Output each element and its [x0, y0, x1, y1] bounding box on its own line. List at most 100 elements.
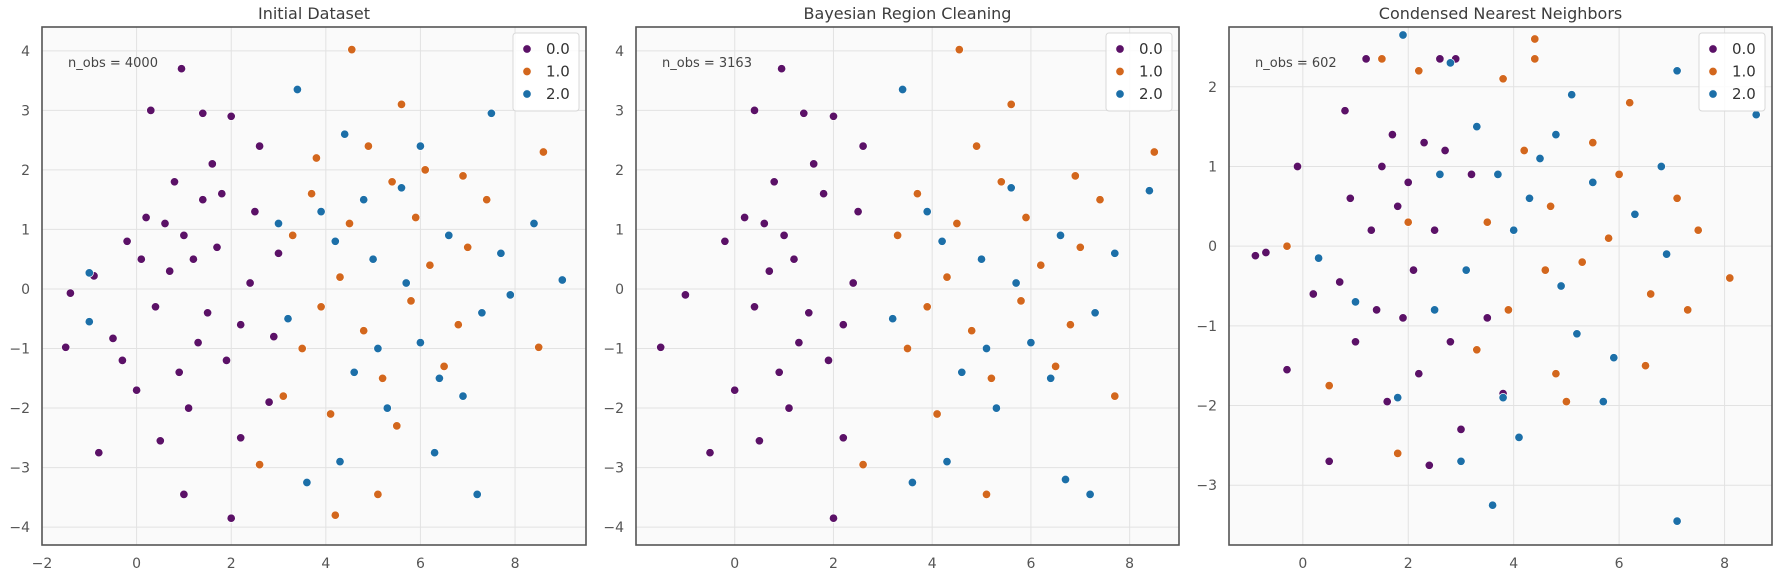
legend-marker — [1708, 44, 1718, 54]
x-tick-label: 4 — [928, 556, 937, 572]
data-point-2.0 — [1509, 225, 1519, 235]
data-point-1.0 — [1588, 138, 1598, 148]
data-point-1.0 — [307, 189, 317, 199]
data-point-0.0 — [828, 111, 839, 121]
data-point-0.0 — [828, 513, 839, 523]
data-point-1.0 — [1561, 397, 1571, 407]
legend-label: 2.0 — [1139, 85, 1163, 103]
data-point-0.0 — [1340, 106, 1350, 116]
x-tick-label: −2 — [32, 556, 53, 572]
data-point-1.0 — [1036, 260, 1046, 270]
data-point-1.0 — [893, 230, 903, 240]
data-point-0.0 — [141, 212, 151, 223]
data-point-0.0 — [122, 236, 132, 246]
y-tick-label: 4 — [21, 44, 30, 60]
legend-marker — [1115, 44, 1125, 54]
data-point-0.0 — [1445, 337, 1455, 347]
data-point-0.0 — [809, 159, 819, 169]
data-point-1.0 — [1006, 99, 1016, 109]
data-point-0.0 — [764, 266, 774, 276]
data-point-1.0 — [458, 171, 468, 181]
data-point-2.0 — [273, 218, 284, 229]
x-tick-label: 6 — [1615, 556, 1624, 572]
data-point-2.0 — [1026, 338, 1036, 348]
data-point-0.0 — [236, 320, 246, 330]
data-point-1.0 — [1324, 381, 1334, 391]
data-point-1.0 — [952, 218, 962, 229]
data-point-2.0 — [1672, 516, 1682, 526]
data-point-1.0 — [420, 165, 430, 175]
data-point-1.0 — [1051, 361, 1061, 371]
data-point-2.0 — [292, 84, 302, 95]
data-point-2.0 — [1398, 30, 1408, 40]
data-point-0.0 — [198, 108, 208, 118]
data-point-2.0 — [1110, 248, 1120, 258]
data-point-2.0 — [477, 308, 487, 318]
data-point-0.0 — [117, 355, 127, 365]
data-point-1.0 — [1672, 193, 1682, 203]
data-point-2.0 — [1588, 177, 1598, 187]
data-point-1.0 — [1693, 225, 1703, 235]
data-point-1.0 — [1503, 305, 1513, 315]
data-point-1.0 — [1577, 257, 1587, 267]
data-point-2.0 — [976, 254, 987, 264]
data-point-2.0 — [1751, 110, 1761, 120]
data-point-1.0 — [311, 153, 321, 163]
data-point-0.0 — [1324, 456, 1334, 466]
data-point-0.0 — [1350, 337, 1361, 347]
data-point-0.0 — [273, 248, 284, 258]
data-point-0.0 — [160, 218, 170, 229]
data-point-0.0 — [794, 338, 804, 348]
legend-marker — [522, 66, 532, 77]
data-point-0.0 — [1366, 225, 1376, 235]
data-point-2.0 — [359, 195, 369, 205]
data-point-1.0 — [1725, 273, 1735, 283]
data-point-1.0 — [439, 361, 449, 371]
data-point-0.0 — [169, 177, 180, 187]
data-point-1.0 — [373, 489, 383, 499]
x-tick-label: 4 — [1509, 556, 1518, 572]
panel-1: −2 0 2 4 6 8 −4 −3 −2 −1 0 1 2 3 4 Initial Dataset n_obs… — [9, 4, 587, 572]
data-point-1.0 — [359, 326, 369, 336]
data-point-0.0 — [779, 230, 789, 240]
data-point-0.0 — [754, 436, 764, 446]
data-point-2.0 — [1514, 432, 1524, 442]
points — [61, 45, 567, 523]
data-point-2.0 — [907, 477, 917, 488]
data-point-1.0 — [387, 177, 397, 187]
data-point-0.0 — [245, 278, 255, 288]
data-point-1.0 — [335, 272, 345, 282]
data-point-2.0 — [1350, 297, 1361, 307]
data-point-0.0 — [1482, 313, 1492, 323]
data-point-2.0 — [981, 343, 992, 354]
data-point-1.0 — [1065, 320, 1075, 330]
data-point-2.0 — [1488, 500, 1498, 510]
data-point-2.0 — [1662, 249, 1672, 259]
data-point-0.0 — [155, 436, 165, 446]
y-tick-label: 0 — [1208, 239, 1217, 255]
data-point-0.0 — [179, 489, 189, 499]
data-point-2.0 — [898, 84, 908, 95]
data-point-2.0 — [1672, 66, 1682, 76]
data-point-2.0 — [1430, 305, 1440, 315]
y-tick-label: −2 — [9, 401, 30, 417]
data-point-2.0 — [444, 230, 454, 240]
data-point-1.0 — [1095, 195, 1105, 205]
data-point-1.0 — [981, 489, 992, 499]
data-point-2.0 — [1498, 393, 1508, 403]
data-point-0.0 — [1292, 161, 1303, 172]
data-point-1.0 — [932, 409, 942, 419]
data-point-1.0 — [344, 218, 355, 229]
data-point-0.0 — [799, 108, 809, 118]
data-point-2.0 — [1006, 183, 1016, 193]
x-tick-label: 8 — [511, 556, 520, 572]
data-point-1.0 — [316, 302, 326, 312]
data-point-0.0 — [1466, 169, 1477, 179]
legend-label: 0.0 — [1139, 40, 1163, 58]
data-point-0.0 — [184, 403, 194, 413]
plot-frame — [1228, 26, 1773, 546]
data-point-0.0 — [1403, 177, 1413, 187]
data-point-1.0 — [538, 147, 548, 157]
data-point-2.0 — [888, 314, 898, 324]
data-point-2.0 — [505, 290, 515, 300]
